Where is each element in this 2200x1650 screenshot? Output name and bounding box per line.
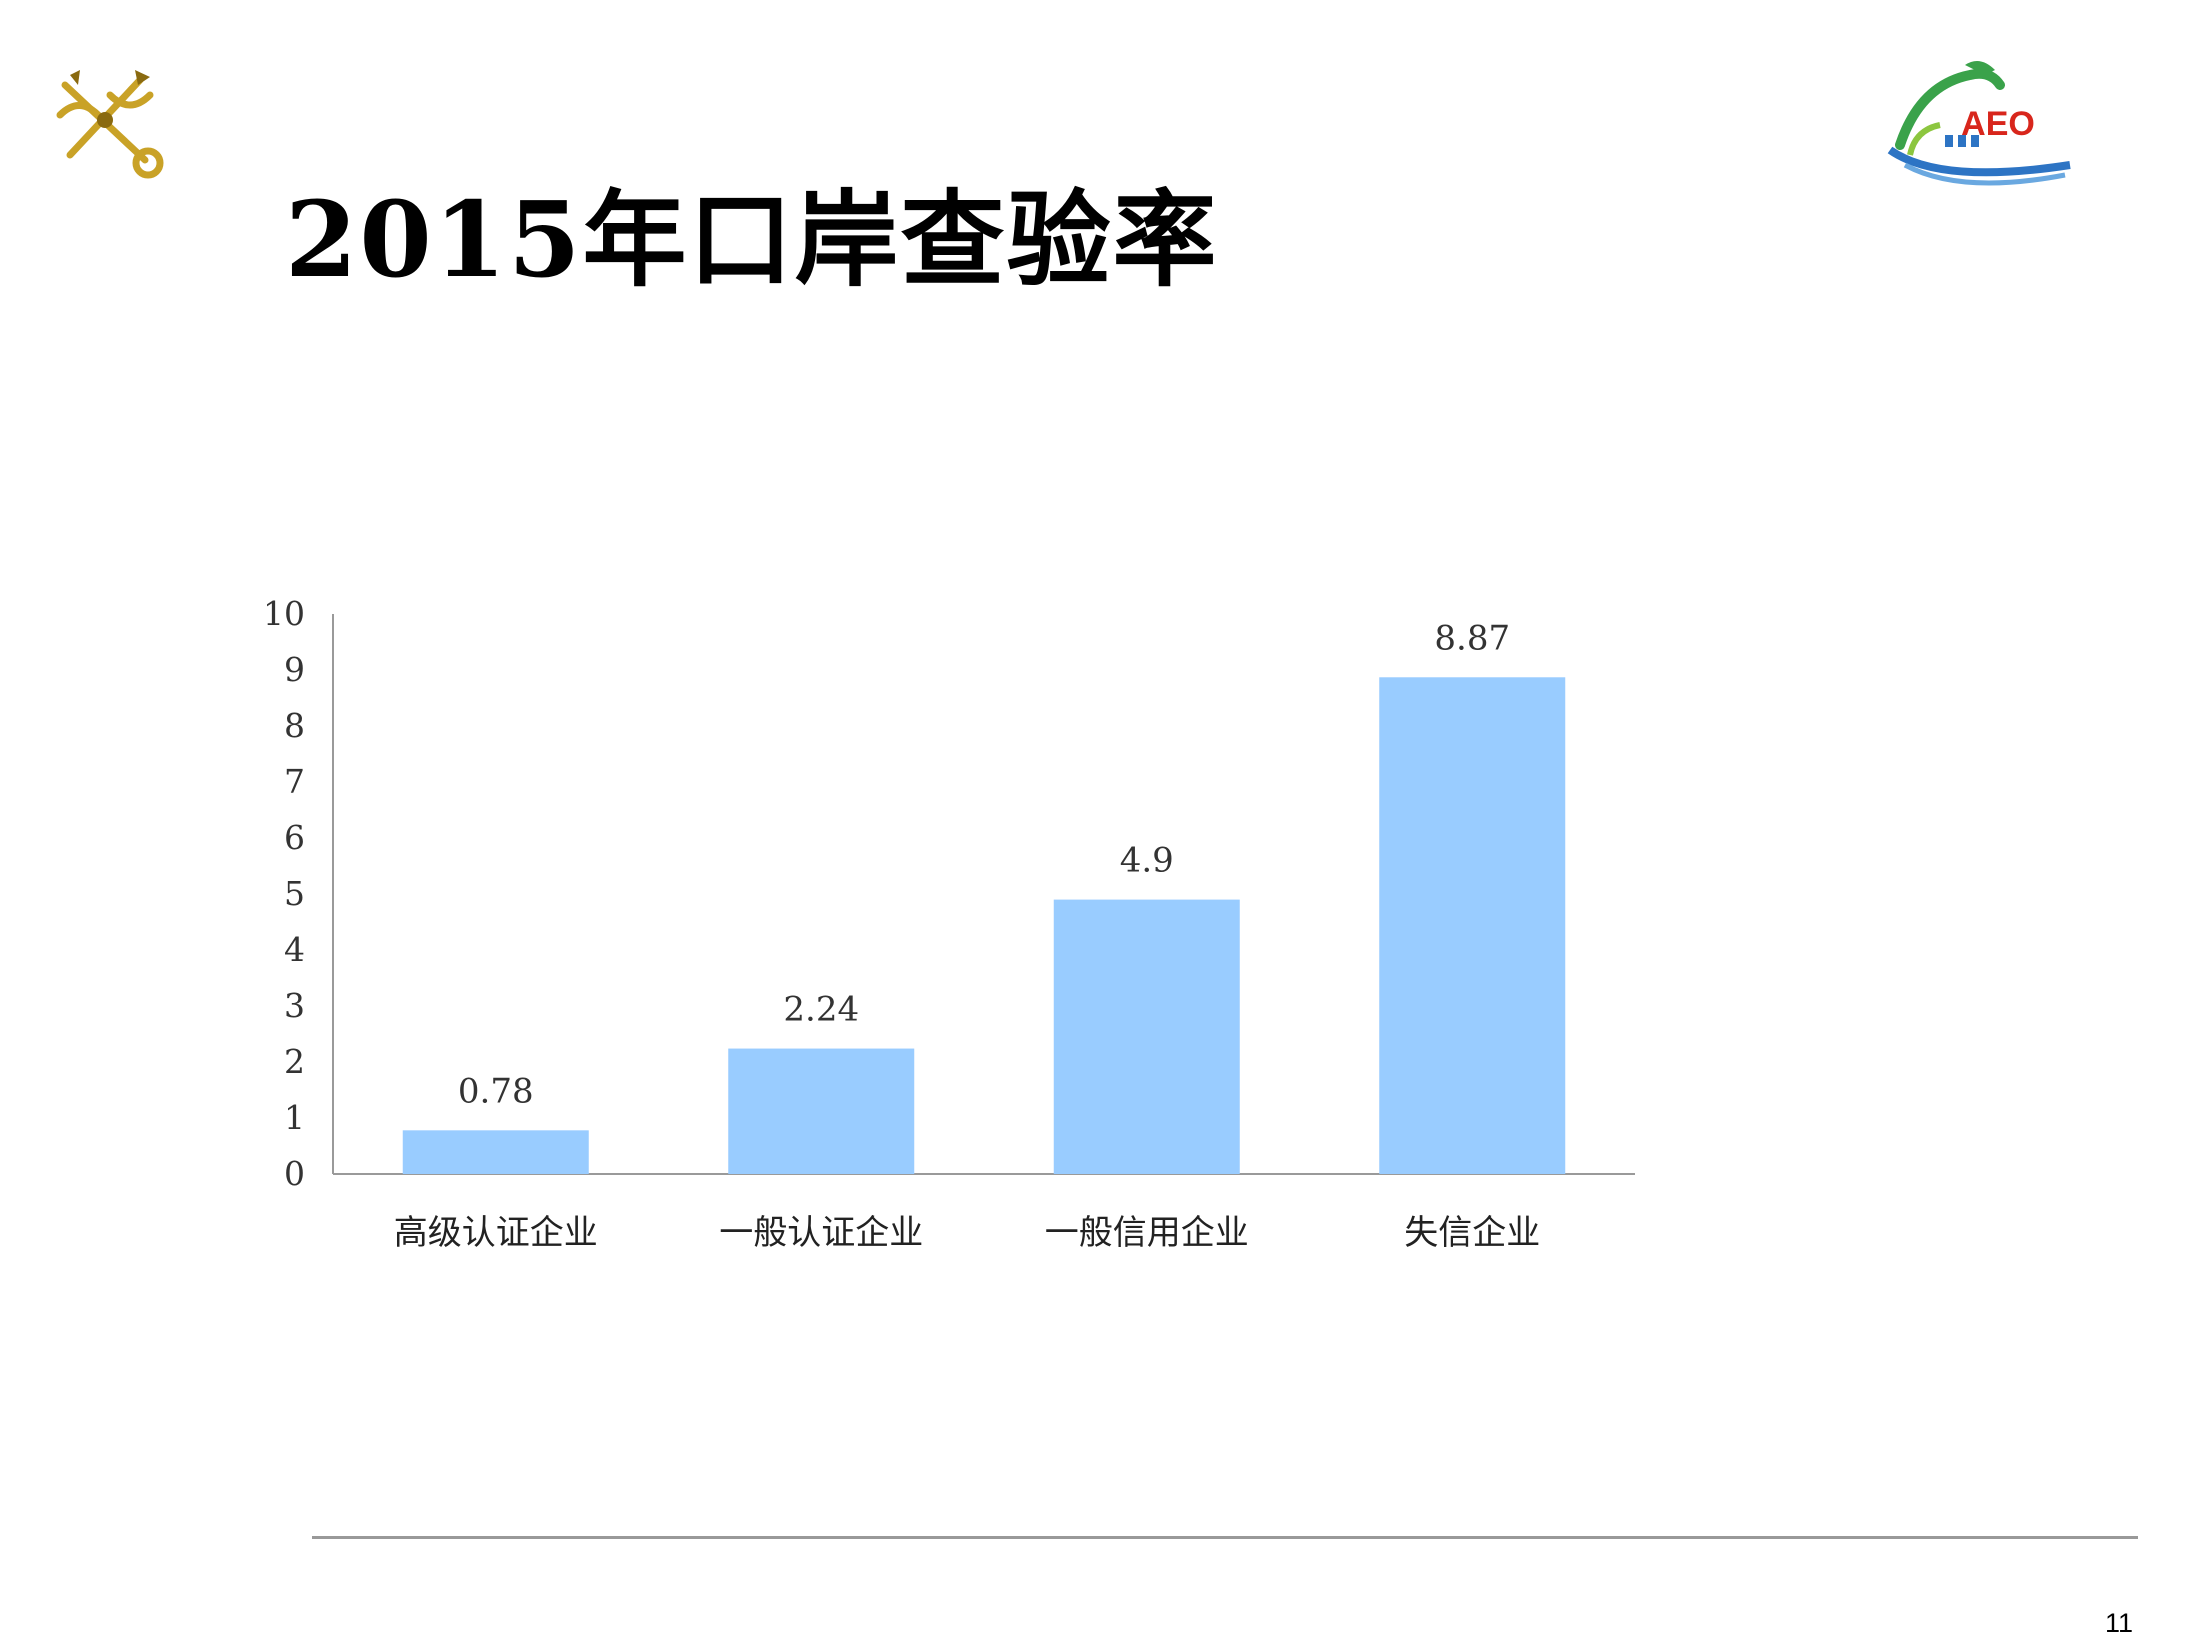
aeo-logo-icon: AEO bbox=[1880, 55, 2080, 195]
page-number: 11 bbox=[2105, 1608, 2134, 1638]
y-tick-label: 2 bbox=[284, 1042, 305, 1081]
y-tick-label: 8 bbox=[284, 706, 305, 745]
y-tick-label: 1 bbox=[284, 1098, 305, 1137]
y-tick-label: 0 bbox=[284, 1154, 305, 1193]
y-tick-label: 6 bbox=[284, 818, 305, 857]
y-tick-label: 10 bbox=[263, 594, 305, 633]
y-tick-label: 4 bbox=[284, 930, 305, 969]
value-label: 2.24 bbox=[783, 990, 859, 1030]
y-tick-label: 5 bbox=[284, 874, 305, 913]
bar bbox=[1379, 677, 1566, 1174]
y-tick-label: 7 bbox=[284, 762, 305, 801]
value-label: 8.87 bbox=[1434, 618, 1510, 658]
aeo-logo-text: AEO bbox=[1961, 105, 2035, 143]
x-category-label: 高级认证企业 bbox=[394, 1213, 598, 1253]
value-label: 4.9 bbox=[1120, 841, 1174, 881]
customs-emblem-icon bbox=[40, 55, 170, 185]
y-tick-label: 9 bbox=[284, 650, 305, 689]
y-tick-label: 3 bbox=[284, 986, 305, 1025]
x-category-label: 一般认证企业 bbox=[719, 1213, 923, 1253]
bar bbox=[728, 1048, 915, 1174]
value-label: 0.78 bbox=[458, 1071, 534, 1111]
bar bbox=[402, 1130, 589, 1174]
x-category-label: 失信企业 bbox=[1404, 1213, 1540, 1253]
footer-divider bbox=[312, 1536, 2138, 1539]
slide-title: 2015年口岸查验率 bbox=[285, 178, 1219, 301]
x-category-label: 一般信用企业 bbox=[1045, 1213, 1249, 1253]
bar bbox=[1053, 899, 1240, 1174]
